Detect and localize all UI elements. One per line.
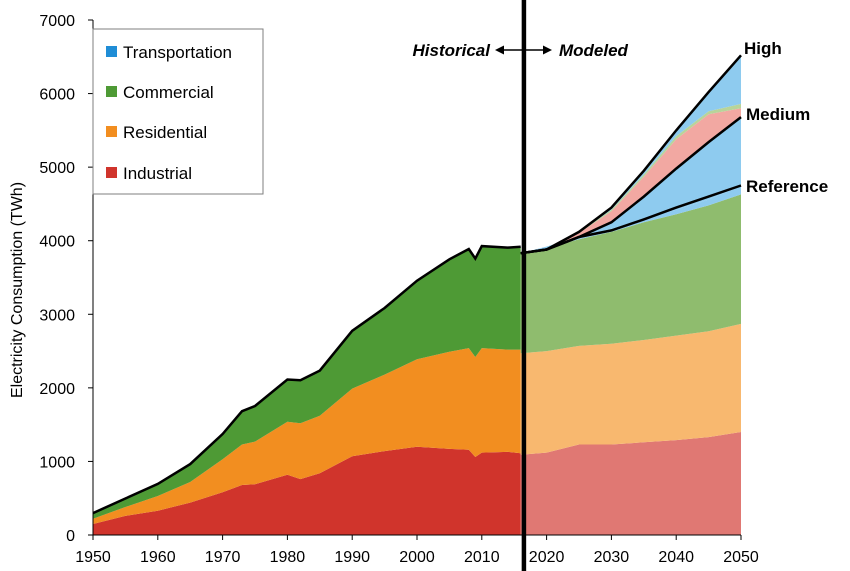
x-tick-label: 1980: [270, 549, 306, 566]
legend-swatch-industrial: [106, 167, 117, 178]
historical-total-line: [92, 244, 521, 515]
x-tick-label: 1990: [334, 549, 370, 566]
double-arrow-icon: [495, 45, 552, 55]
legend: Transportation Commercial Residential In…: [92, 28, 264, 195]
scenario-label-high: High: [744, 39, 782, 58]
modeled-label: Modeled: [559, 41, 629, 60]
historical-area-residential: [93, 348, 521, 524]
stacked-areas: [93, 55, 741, 535]
legend-label-transportation: Transportation: [123, 43, 232, 62]
x-tick-label: 2050: [723, 549, 759, 566]
legend-swatch-residential: [106, 126, 117, 137]
scenario-label-medium: Medium: [746, 105, 810, 124]
scenario-label-reference: Reference: [746, 177, 828, 196]
historical-area-industrial: [93, 446, 521, 535]
x-tick-label: 2020: [529, 549, 565, 566]
legend-item-commercial: Commercial: [106, 83, 214, 102]
y-tick-label: 4000: [39, 234, 75, 251]
y-tick-label: 3000: [39, 307, 75, 324]
y-tick-label: 2000: [39, 381, 75, 398]
x-tick-label: 1960: [140, 549, 176, 566]
legend-item-industrial: Industrial: [106, 164, 192, 183]
historical-area-commercial: [93, 246, 521, 519]
y-axis-label: Electricity Consumption (TWh): [9, 182, 26, 398]
legend-item-residential: Residential: [106, 123, 207, 142]
legend-box: [92, 28, 264, 195]
legend-label-commercial: Commercial: [123, 83, 214, 102]
y-tick-label: 1000: [39, 454, 75, 471]
y-tick-label: 7000: [39, 13, 75, 30]
modeled-area-residential: [520, 323, 741, 455]
legend-label-residential: Residential: [123, 123, 207, 142]
y-tick-label: 0: [66, 528, 75, 545]
y-tick-label: 5000: [39, 160, 75, 177]
x-tick-label: 1970: [205, 549, 241, 566]
modeled-area-medium-residential: [520, 108, 741, 254]
historical-label: Historical: [413, 41, 492, 60]
tick-labels: 0 1000 2000 3000 4000 5000 6000 7000 1950 1960 197…: [39, 13, 758, 566]
total-lines: [92, 54, 742, 515]
x-tick-label: 2000: [399, 549, 435, 566]
x-tick-label: 2040: [658, 549, 694, 566]
scenario-line-reference: [520, 184, 742, 255]
x-tick-label: 2030: [594, 549, 630, 566]
legend-label-industrial: Industrial: [123, 164, 192, 183]
legend-item-transportation: Transportation: [106, 43, 232, 62]
x-tick-label: 2010: [464, 549, 500, 566]
x-tick-label: 1950: [75, 549, 111, 566]
modeled-area-industrial: [520, 432, 741, 535]
modeled-area-transportation-medium: [520, 117, 741, 254]
y-tick-label: 6000: [39, 87, 75, 104]
legend-swatch-commercial: [106, 86, 117, 97]
modeled-area-commercial: [520, 194, 741, 354]
legend-swatch-transportation: [106, 46, 117, 57]
